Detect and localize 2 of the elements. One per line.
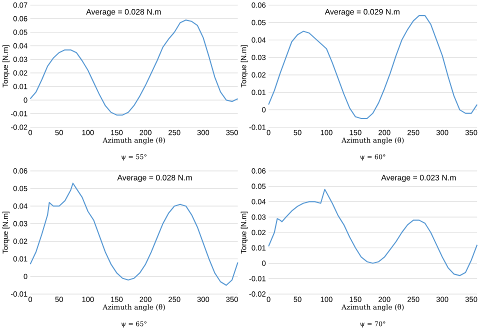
line-series: [30, 20, 238, 116]
line-series: [268, 188, 478, 276]
